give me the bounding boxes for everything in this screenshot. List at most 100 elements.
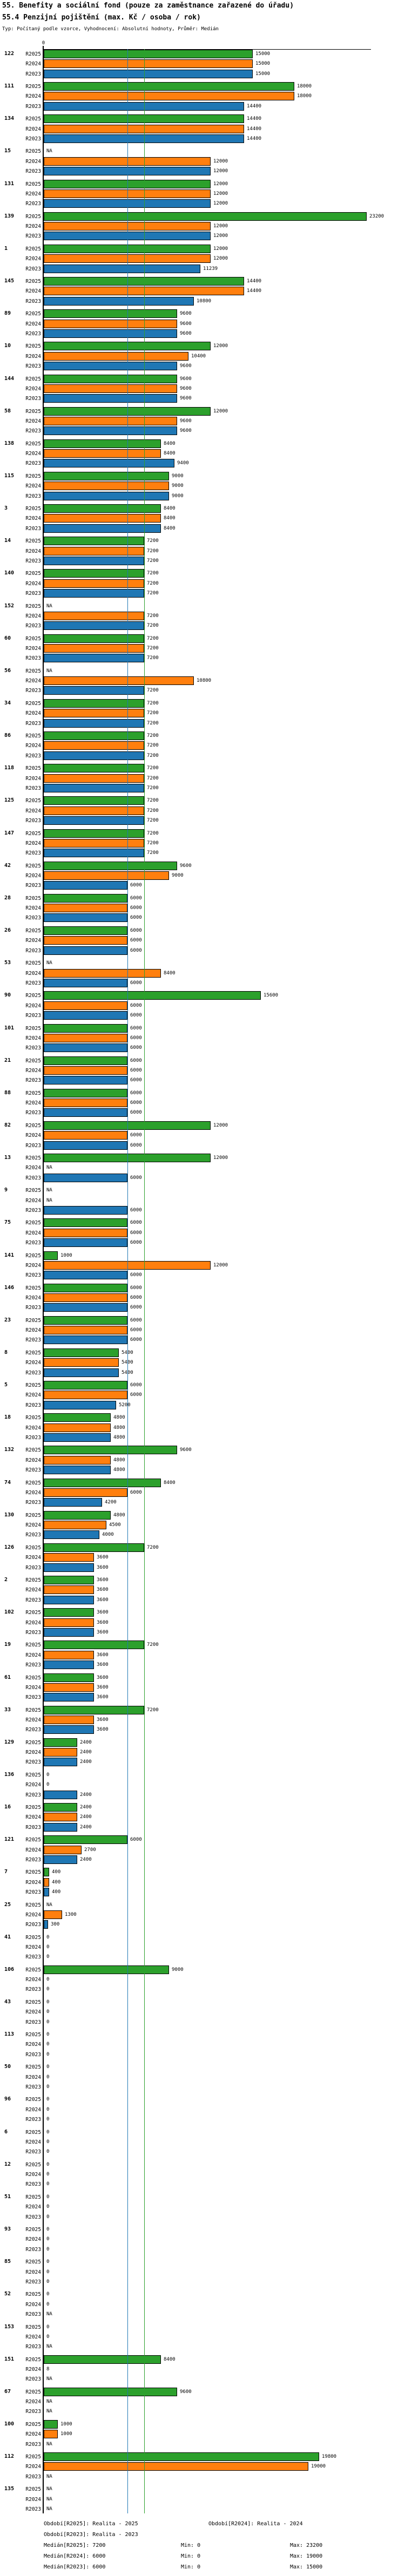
bar-value-label: NA	[46, 2506, 53, 2512]
bar-value-label: 9600	[179, 863, 192, 869]
row-year-label: R2024	[25, 1068, 41, 1074]
bar-value-label: 7200	[146, 591, 159, 596]
bar-r2023	[44, 816, 144, 825]
bar-value-label: 9600	[179, 376, 192, 382]
legend-min-label: Min: 0	[181, 2543, 201, 2548]
row-year-label: R2023	[25, 1500, 41, 1506]
row-year-label: R2023	[25, 2019, 41, 2025]
bar-value-label: 15000	[255, 71, 271, 77]
bar-value-label: 7200	[146, 733, 159, 739]
row-year-label: R2025	[25, 246, 41, 252]
row-year-label: R2024	[25, 2464, 41, 2470]
bar-value-label: 3600	[96, 1685, 109, 1691]
bar-value-label: 0	[46, 2269, 50, 2275]
bar-value-label: NA	[46, 668, 53, 674]
row-year-label: R2024	[25, 1165, 41, 1171]
bar-r2024	[44, 320, 177, 328]
row-year-label: R2025	[25, 571, 41, 577]
row-year-label: R2024	[25, 191, 41, 197]
row-year-label: R2024	[25, 1295, 41, 1301]
bar-value-label: 6000	[130, 1392, 143, 1398]
group-id-label: 1	[4, 246, 8, 252]
row-year-label: R2024	[25, 1230, 41, 1236]
bar-r2025	[44, 537, 144, 545]
bar-value-label: 2700	[84, 1847, 97, 1853]
group-id-label: 6	[4, 2129, 8, 2135]
row-year-label: R2023	[25, 363, 41, 369]
row-year-label: R2023	[25, 2279, 41, 2285]
bar-r2025	[44, 82, 294, 91]
bar-r2025	[44, 114, 244, 123]
bar-value-label: 0	[46, 2075, 50, 2080]
row-year-label: R2023	[25, 2474, 41, 2480]
row-year-label: R2025	[25, 1805, 41, 1811]
bar-r2025	[44, 1121, 211, 1130]
bar-r2025	[44, 731, 144, 740]
bar-value-label: 0	[46, 2214, 50, 2220]
row-year-label: R2024	[25, 1620, 41, 1626]
bar-value-label: 0	[46, 2302, 50, 2308]
bar-value-label: 6000	[130, 948, 143, 954]
bar-value-label: 9400	[177, 460, 190, 466]
legend-period-label: Období[R2025]: Realita - 2025	[44, 2521, 138, 2527]
bar-r2025	[44, 1089, 127, 1097]
row-year-label: R2025	[25, 2032, 41, 2038]
group-id-label: 153	[4, 2324, 15, 2330]
bar-r2023	[44, 394, 177, 403]
bar-value-label: 6000	[130, 1272, 143, 1278]
group-id-label: 132	[4, 1447, 15, 1453]
row-year-label: R2023	[25, 266, 41, 272]
row-year-label: R2024	[25, 2269, 41, 2275]
bar-value-label: 0	[46, 2247, 50, 2253]
row-year-label: R2025	[25, 1999, 41, 2005]
bar-value-label: 6000	[130, 1110, 143, 1116]
bar-r2023	[44, 1596, 94, 1604]
row-year-label: R2023	[25, 818, 41, 824]
bar-value-label: 7200	[146, 688, 159, 694]
group-id-label: 141	[4, 1252, 15, 1258]
row-year-label: R2023	[25, 1694, 41, 1700]
row-year-label: R2025	[25, 441, 41, 447]
bar-value-label: 6000	[130, 1318, 143, 1324]
bar-value-label: 11239	[202, 266, 219, 272]
bar-value-label: 12000	[213, 159, 229, 165]
row-year-label: R2023	[25, 1630, 41, 1636]
row-year-label: R2024	[25, 743, 41, 749]
group-id-label: 88	[4, 1090, 11, 1096]
row-year-label: R2024	[25, 1912, 41, 1918]
row-year-label: R2023	[25, 1922, 41, 1928]
row-year-label: R2023	[25, 1467, 41, 1473]
bar-value-label: 14400	[246, 126, 262, 132]
row-year-label: R2024	[25, 1425, 41, 1431]
row-year-label: R2025	[25, 2064, 41, 2070]
row-year-label: R2024	[25, 1814, 41, 1820]
group-id-label: 58	[4, 408, 11, 414]
bar-r2025	[44, 342, 211, 350]
row-year-label: R2024	[25, 905, 41, 911]
group-id-label: 50	[4, 2064, 11, 2070]
bar-value-label: 3600	[96, 1675, 109, 1681]
row-year-label: R2023	[25, 1143, 41, 1149]
group-id-label: 75	[4, 1219, 11, 1225]
row-year-label: R2024	[25, 1522, 41, 1528]
bar-r2023	[44, 557, 144, 565]
bar-r2024	[44, 1846, 82, 1854]
bar-value-label: 9600	[179, 386, 192, 392]
row-year-label: R2025	[25, 1415, 41, 1421]
bar-value-label: 18000	[296, 93, 313, 99]
bar-value-label: 300	[50, 1922, 60, 1928]
row-year-label: R2025	[25, 2454, 41, 2460]
row-year-label: R2025	[25, 993, 41, 999]
group-id-label: 115	[4, 473, 15, 479]
bar-r2025	[44, 2420, 58, 2429]
bar-r2025	[44, 1316, 127, 1325]
row-year-label: R2025	[25, 798, 41, 804]
row-year-label: R2023	[25, 721, 41, 727]
bar-r2025	[44, 407, 211, 416]
bar-value-label: 0	[46, 2194, 50, 2200]
group-id-label: 138	[4, 440, 15, 446]
bar-value-label: 0	[46, 1772, 50, 1778]
bar-value-label: 6000	[130, 1230, 143, 1236]
bar-value-label: 9600	[179, 418, 192, 424]
bar-r2023	[44, 1920, 48, 1929]
